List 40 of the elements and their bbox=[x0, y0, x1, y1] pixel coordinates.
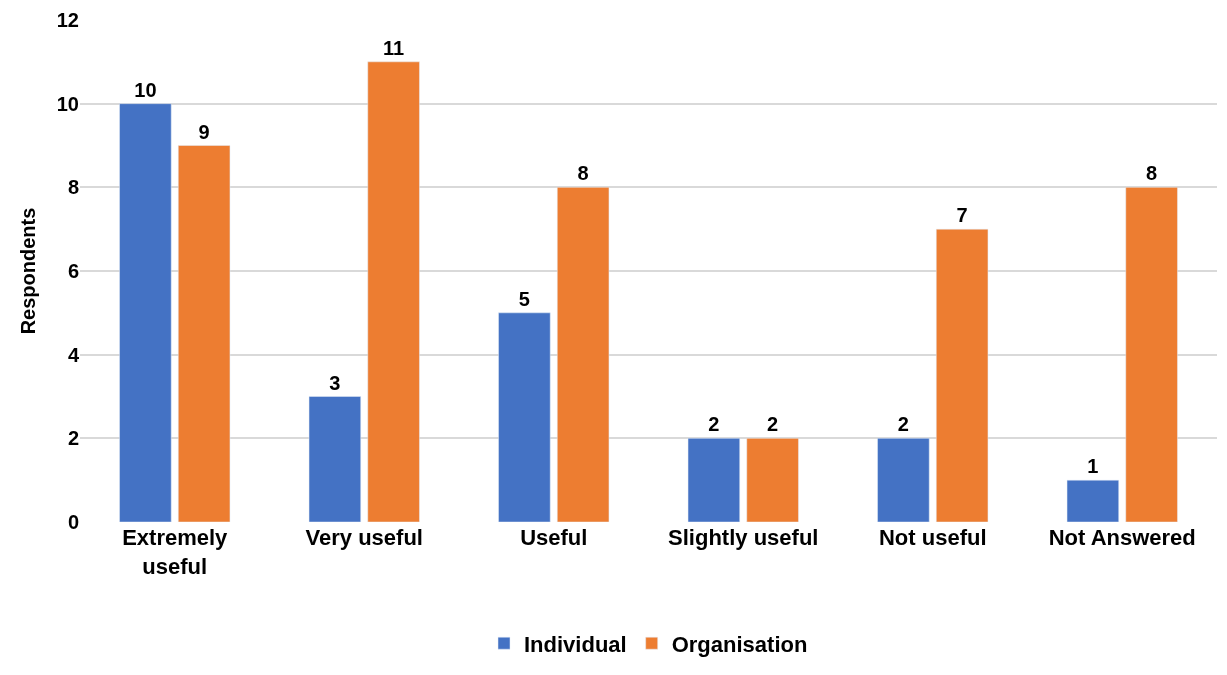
data-label: 11 bbox=[383, 36, 405, 59]
data-label: 5 bbox=[518, 287, 530, 310]
bar bbox=[178, 145, 231, 522]
legend-label: Organisation bbox=[671, 631, 808, 657]
bar bbox=[1125, 187, 1178, 522]
bar bbox=[687, 438, 740, 522]
y-tick-label: 2 bbox=[67, 427, 79, 450]
bar bbox=[308, 396, 361, 522]
data-label: 2 bbox=[897, 413, 909, 436]
y-tick-label: 6 bbox=[67, 260, 79, 282]
y-tick-label: 0 bbox=[67, 511, 79, 533]
data-label: 8 bbox=[1146, 162, 1158, 185]
x-tick-label: Not useful bbox=[878, 525, 987, 550]
data-label: 3 bbox=[329, 371, 341, 394]
y-tick-label: 12 bbox=[56, 9, 79, 31]
data-label: 10 bbox=[134, 78, 157, 101]
y-tick-label: 8 bbox=[67, 176, 79, 199]
x-tick-label: Useful bbox=[520, 525, 588, 550]
x-tick-label: Slightly useful bbox=[668, 525, 819, 550]
bar bbox=[119, 103, 172, 522]
bar bbox=[746, 438, 799, 522]
x-tick-label: Extremely useful bbox=[122, 525, 229, 579]
bar bbox=[877, 438, 930, 522]
data-label: 8 bbox=[577, 162, 589, 185]
bar bbox=[498, 312, 551, 522]
y-axis-title: Respondents bbox=[17, 207, 40, 335]
bar bbox=[367, 61, 420, 522]
bar bbox=[557, 187, 610, 522]
y-tick-label: 4 bbox=[67, 343, 80, 366]
x-tick-label: Very useful bbox=[305, 525, 423, 550]
bar bbox=[1066, 479, 1119, 522]
data-label: 1 bbox=[1087, 455, 1099, 478]
x-tick-label: Not Answered bbox=[1048, 525, 1196, 550]
data-label: 2 bbox=[708, 413, 720, 436]
legend-label: Individual bbox=[524, 631, 627, 657]
data-label: 9 bbox=[198, 120, 210, 143]
data-label: 7 bbox=[956, 204, 968, 227]
bar bbox=[936, 228, 989, 522]
y-tick-label: 10 bbox=[56, 92, 79, 115]
data-label: 2 bbox=[767, 413, 779, 436]
